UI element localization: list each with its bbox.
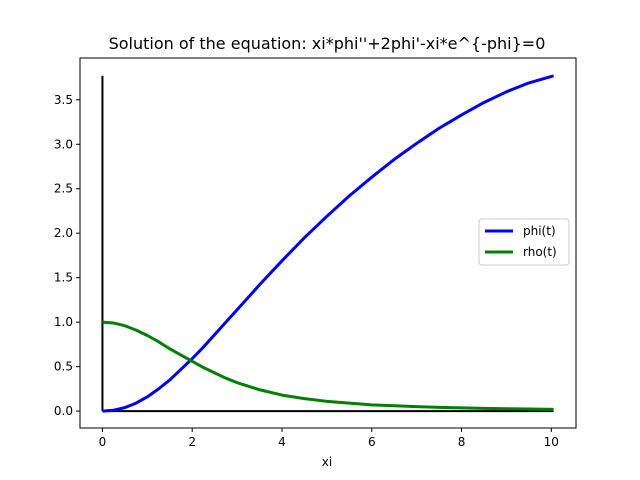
x-tick-label: 0	[99, 435, 107, 449]
legend-label: rho(t)	[523, 245, 557, 259]
legend: phi(t) rho(t)	[478, 218, 570, 266]
x-tick-label: 8	[458, 435, 466, 449]
x-axis-ticks: 0 2 4 6 8 10	[99, 428, 559, 449]
x-axis-label: xi	[322, 455, 332, 469]
y-tick-label: 1.0	[54, 315, 73, 329]
y-tick-label: 2.5	[54, 182, 73, 196]
y-tick-label: 2.0	[54, 226, 73, 240]
y-tick-label: 0.0	[54, 404, 73, 418]
x-tick-label: 10	[544, 435, 559, 449]
y-tick-label: 3.0	[54, 137, 73, 151]
axes-frame	[79, 57, 577, 429]
series-line-phit	[102, 74, 554, 413]
plot-area	[101, 74, 554, 413]
x-tick-label: 4	[278, 435, 286, 449]
y-axis-ticks: 0.0 0.5 1.0 1.5 2.0 2.5 3.0 3.5	[54, 93, 80, 418]
legend-label: phi(t)	[523, 224, 556, 238]
series-line-rhot	[102, 320, 554, 411]
y-tick-label: 0.5	[54, 360, 73, 374]
chart-title: Solution of the equation: xi*phi''+2phi'…	[109, 34, 546, 53]
y-tick-label: 1.5	[54, 271, 73, 285]
y-tick-label: 3.5	[54, 93, 73, 107]
x-tick-label: 2	[188, 435, 196, 449]
x-tick-label: 6	[368, 435, 376, 449]
